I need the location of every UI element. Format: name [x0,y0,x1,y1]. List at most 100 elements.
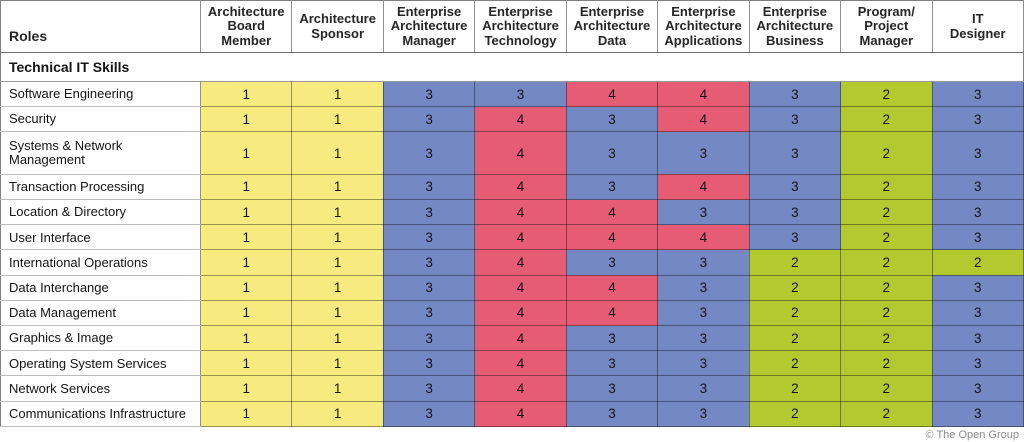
skill-level-cell: 3 [382,199,476,226]
column-header-ea-manager: Enterprise Architecture Manager [382,0,476,53]
skill-level-cell: 2 [840,249,933,276]
skill-level-cell: 3 [657,350,750,377]
skill-level-cell: 3 [748,106,842,133]
skill-level-cell: 4 [474,224,567,251]
skill-level-cell: 1 [199,224,293,251]
table-row: Location & Directory 1 1 3 4 4 3 3 2 3 [0,199,1024,226]
skill-level-cell: 2 [840,131,933,175]
skill-level-cell: 1 [291,299,384,327]
skill-level-cell: 4 [657,106,750,133]
skill-level-cell: 3 [931,375,1024,402]
skill-level-cell: 3 [382,249,476,276]
skill-level-cell: 4 [474,173,567,201]
skill-row-label: Systems & Network Management [0,131,201,175]
skill-level-cell: 3 [382,131,476,175]
copyright-notice: © The Open Group [925,429,1019,441]
skill-level-cell: 3 [565,375,659,402]
skill-level-cell: 3 [748,131,842,175]
skill-level-cell: 3 [657,274,750,301]
skill-row-label: Data Interchange [0,275,201,301]
skill-level-cell: 3 [748,199,842,226]
skill-level-cell: 3 [382,224,476,251]
column-header-ea-business: Enterprise Architecture Business [748,0,842,53]
skill-level-cell: 3 [565,249,659,276]
skill-level-cell: 2 [840,173,933,201]
skill-row-label: Transaction Processing [0,174,201,201]
skill-level-cell: 3 [382,299,476,327]
skill-level-cell: 3 [931,80,1024,108]
skill-level-cell: 3 [657,400,750,428]
skill-row-label: Location & Directory [0,199,201,226]
skill-level-cell: 1 [291,325,384,352]
skill-level-cell: 2 [840,106,933,133]
column-header-it-designer: IT Designer [931,0,1024,53]
section-title: Technical IT Skills [0,52,1024,82]
skill-level-cell: 1 [291,131,384,175]
skill-level-cell: 1 [291,350,384,377]
skill-level-cell: 3 [931,106,1024,133]
skill-level-cell: 2 [840,350,933,377]
skill-level-cell: 4 [565,80,659,108]
skill-level-cell: 3 [382,80,476,108]
skill-level-cell: 1 [291,106,384,133]
skill-row-label: International Operations [0,249,201,276]
skill-level-cell: 3 [748,224,842,251]
skill-level-cell: 4 [565,199,659,226]
skill-level-cell: 1 [291,224,384,251]
column-header-ea-data: Enterprise Architecture Data [565,0,659,53]
skill-level-cell: 1 [291,274,384,301]
roles-column-header: Roles [0,0,201,53]
skill-level-cell: 2 [840,80,933,108]
skill-level-cell: 3 [657,375,750,402]
skill-level-cell: 4 [474,249,567,276]
skills-table-body: Technical IT Skills Software Engineering… [0,52,1024,428]
skill-level-cell: 3 [657,249,750,276]
header-row: Roles Architecture Board Member Architec… [0,0,1024,53]
skill-level-cell: 1 [199,80,293,108]
skill-level-cell: 4 [474,400,567,428]
skill-level-cell: 2 [748,274,842,301]
skill-level-cell: 4 [474,199,567,226]
skill-level-cell: 2 [840,375,933,402]
skill-level-cell: 3 [931,173,1024,201]
skill-level-cell: 4 [565,224,659,251]
skill-level-cell: 4 [565,299,659,327]
skill-level-cell: 3 [382,350,476,377]
skill-level-cell: 4 [657,224,750,251]
skill-level-cell: 1 [291,173,384,201]
column-header-ea-technology: Enterprise Architecture Technology [474,0,567,53]
skill-level-cell: 4 [657,80,750,108]
skill-row-label: Operating System Services [0,350,201,377]
skill-level-cell: 4 [474,131,567,175]
skill-level-cell: 1 [199,375,293,402]
skill-level-cell: 1 [199,173,293,201]
skill-level-cell: 3 [657,325,750,352]
skill-level-cell: 2 [748,249,842,276]
skill-level-cell: 3 [657,299,750,327]
table-header: Roles Architecture Board Member Architec… [0,0,1024,53]
skill-level-cell: 3 [657,131,750,175]
table-row: Communications Infrastructure 1 1 3 4 3 3 2 2 3 [0,400,1024,428]
skill-level-cell: 3 [931,131,1024,175]
skill-level-cell: 2 [840,199,933,226]
skill-level-cell: 3 [931,224,1024,251]
skill-level-cell: 3 [931,199,1024,226]
skill-level-cell: 2 [748,299,842,327]
skill-row-label: Graphics & Image [0,325,201,352]
skill-level-cell: 3 [382,106,476,133]
skill-level-cell: 1 [291,375,384,402]
skill-level-cell: 3 [382,325,476,352]
skill-level-cell: 3 [565,173,659,201]
table-row: Systems & Network Management 1 1 3 4 3 3 3 2 3 [0,131,1024,175]
skill-level-cell: 4 [474,106,567,133]
skill-level-cell: 2 [748,375,842,402]
skill-level-cell: 3 [565,325,659,352]
table-row: Network Services 1 1 3 4 3 3 2 2 3 [0,375,1024,402]
table-row: Security 1 1 3 4 3 4 3 2 3 [0,106,1024,133]
column-header-program-project-manager: Program/ Project Manager [840,0,933,53]
skill-level-cell: 1 [199,249,293,276]
skill-level-cell: 4 [474,274,567,301]
skill-level-cell: 2 [748,350,842,377]
skill-level-cell: 2 [840,299,933,327]
skill-row-label: Security [0,106,201,133]
